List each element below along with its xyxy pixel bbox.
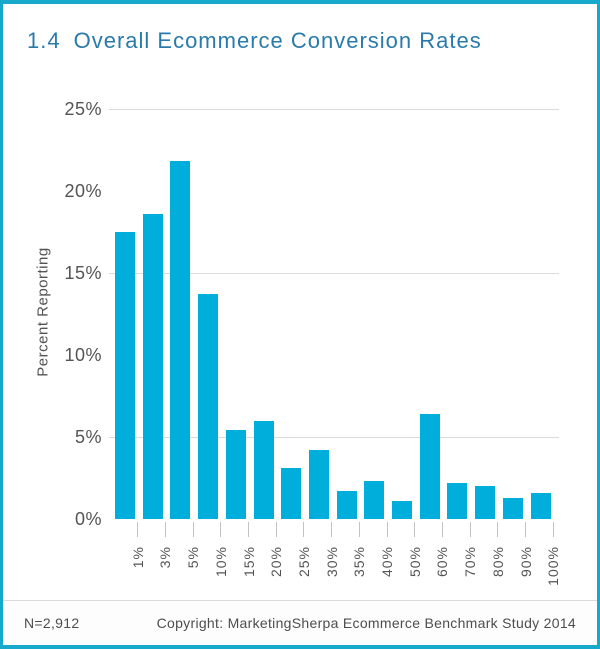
x-tick-label-60%: 60% (432, 546, 452, 577)
x-tick-20% (275, 522, 277, 537)
copyright-label: Copyright: MarketingSherpa Ecommerce Ben… (156, 615, 576, 631)
x-tick-label-text: 90% (517, 546, 534, 578)
sample-size-label: N=2,912 (24, 615, 80, 631)
x-tick-60% (441, 522, 443, 537)
bar-10% (198, 294, 219, 519)
y-tick-label-25%: 25% (64, 99, 102, 119)
x-axis: 1% 3% 5% 10% 15% 20% 25% 30% 35% 40% 50% 60% 70% 80% 9… (107, 519, 561, 609)
x-tick-15% (248, 522, 249, 537)
x-tick-35% (358, 522, 360, 537)
bar-25% (281, 468, 302, 519)
y-tick-label-15%: 15% (64, 263, 102, 283)
x-tick-label-25%: 25% (294, 546, 314, 577)
x-tick-label-35%: 35% (349, 546, 369, 577)
x-tick-100% (552, 522, 554, 537)
y-tick-labels: 0% 5% 10% 15% 20% 25% (3, 4, 597, 645)
x-tick-1% (137, 522, 139, 537)
bar-20% (253, 420, 274, 519)
x-tick-label-text: 30% (323, 546, 340, 578)
x-tick-50% (414, 522, 416, 537)
x-tick-label-text: 5% (185, 546, 202, 569)
x-tick-label-text: 3% (157, 546, 174, 569)
y-tick-label-20%: 20% (64, 181, 102, 201)
x-tick-label-70%: 70% (460, 546, 480, 577)
x-tick-label-30%: 30% (322, 546, 342, 577)
bar-1% (115, 232, 135, 519)
y-tick-label-0%: 0% (74, 509, 102, 529)
bar-15% (225, 430, 246, 519)
x-tick-90% (525, 522, 526, 537)
x-tick-label-5%: 5% (183, 546, 203, 568)
bar-30% (308, 450, 329, 519)
x-tick-label-text: 25% (295, 546, 312, 578)
x-tick-label-50%: 50% (405, 546, 425, 577)
x-tick-label-text: 10% (212, 546, 229, 578)
x-tick-label-10%: 10% (211, 546, 231, 577)
x-tick-label-text: 60% (434, 546, 451, 578)
x-tick-label-15%: 15% (239, 546, 259, 577)
x-tick-label-3%: 3% (155, 546, 175, 568)
chart-title: 1.4 Overall Ecommerce Conversion Rates (27, 28, 482, 54)
bar-100% (530, 492, 551, 519)
bar-40% (364, 481, 385, 519)
x-tick-label-40%: 40% (377, 546, 397, 577)
x-tick-label-80%: 80% (488, 546, 508, 577)
x-tick-label-text: 15% (240, 546, 257, 578)
x-tick-5% (192, 522, 194, 537)
bar-35% (336, 491, 357, 519)
x-tick-80% (497, 522, 499, 537)
x-tick-label-text: 20% (268, 546, 285, 578)
x-tick-label-text: 70% (462, 546, 479, 578)
plot-area (107, 89, 559, 519)
bar-3% (142, 213, 163, 519)
x-tick-40% (386, 522, 388, 537)
bar-5% (170, 161, 191, 519)
bar-50% (392, 500, 412, 519)
chart-title-text: Overall Ecommerce Conversion Rates (73, 28, 482, 53)
gridline-25 (109, 108, 559, 110)
y-tick-label-5%: 5% (74, 427, 102, 447)
x-tick-label-100%: 100% (543, 546, 563, 586)
x-tick-label-text: 1% (129, 546, 146, 569)
bar-60% (419, 414, 440, 519)
x-tick-3% (164, 522, 166, 537)
x-tick-label-90%: 90% (516, 546, 536, 577)
gridline-5 (109, 436, 559, 438)
chart-title-number: 1.4 (27, 28, 61, 53)
x-tick-label-1%: 1% (128, 546, 148, 568)
x-tick-30% (331, 522, 333, 537)
bar-90% (502, 497, 523, 519)
x-tick-10% (220, 522, 222, 537)
bar-70% (447, 482, 468, 519)
x-tick-label-text: 35% (351, 546, 368, 578)
y-tick-label-10%: 10% (64, 345, 102, 365)
x-tick-25% (303, 522, 305, 537)
x-tick-label-text: 50% (406, 546, 423, 578)
x-tick-label-text: 80% (489, 546, 506, 578)
x-tick-label-text: 100% (545, 546, 562, 586)
gridline-15 (109, 272, 559, 274)
bar-80% (475, 486, 496, 519)
x-tick-label-20%: 20% (266, 546, 286, 577)
x-tick-label-text: 40% (379, 546, 395, 578)
footer-bar: N=2,912 Copyright: MarketingSherpa Ecomm… (3, 600, 597, 645)
x-tick-70% (469, 522, 471, 537)
